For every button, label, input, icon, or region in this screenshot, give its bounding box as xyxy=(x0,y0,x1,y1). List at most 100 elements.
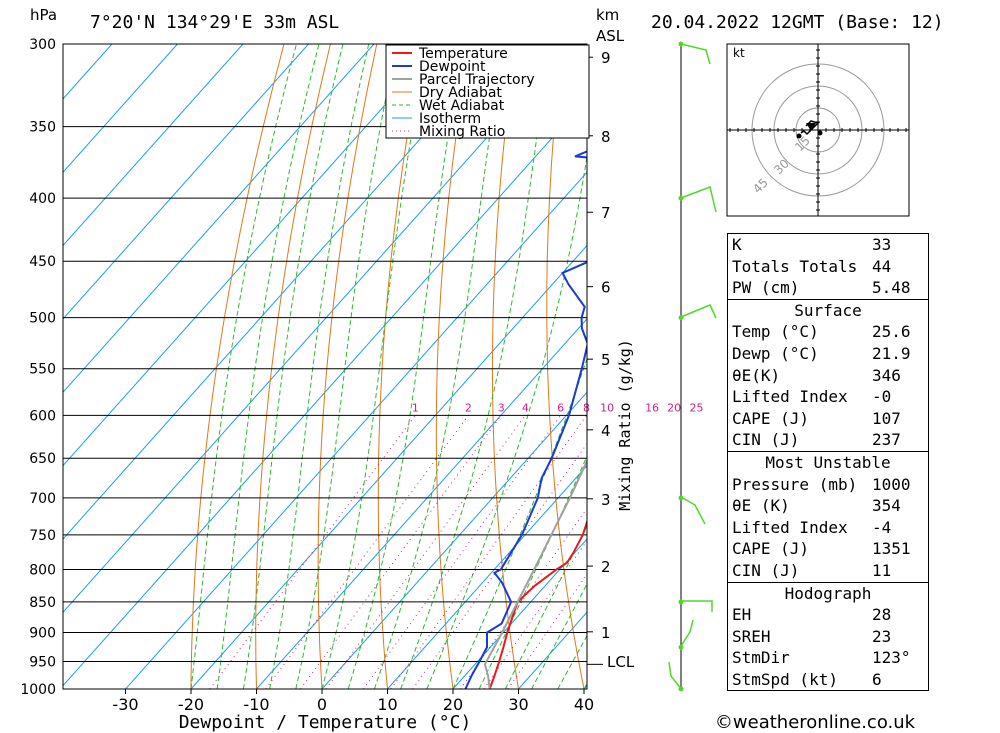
wind-barb xyxy=(680,304,717,319)
pw-row: PW (cm) 5.48 xyxy=(728,277,928,299)
dry-adiabat-line xyxy=(546,44,585,689)
most-unstable-title: Most Unstable xyxy=(765,452,891,472)
isobars xyxy=(63,43,587,690)
wind-barb xyxy=(681,600,713,612)
legend: Temperature Dewpoint Parcel Trajectory D… xyxy=(385,44,590,140)
k-index-value: 33 xyxy=(872,235,892,254)
plot-frame xyxy=(62,43,588,690)
wet-adiabat-line xyxy=(190,44,297,689)
mixing-ratio-line xyxy=(460,507,587,689)
surface-theta-label: θE(K) xyxy=(732,365,781,385)
isotherm-line xyxy=(63,44,571,614)
mixing-ratio-tick-label: 6 xyxy=(557,401,564,414)
mixing-ratio-tick-label: 4 xyxy=(522,401,529,414)
wind-barb xyxy=(680,185,717,213)
x-tick-label: 40 xyxy=(574,695,594,714)
pressure-tick-label: 650 xyxy=(29,451,56,467)
eh-row: EH 28 xyxy=(728,604,928,626)
dry-adiabat-line xyxy=(190,44,285,689)
mu-theta-value: 354 xyxy=(872,496,901,516)
eh-value: 28 xyxy=(872,605,892,625)
k-index-row: K 33 xyxy=(728,234,928,256)
wind-level-dot xyxy=(678,644,684,650)
hpa-label: hPa xyxy=(30,6,57,24)
isotherm-line xyxy=(256,318,587,689)
mu-cin-label: CIN (J) xyxy=(732,560,800,580)
mu-cin-row: CIN (J) 11 xyxy=(728,560,928,582)
mixing-ratio-line xyxy=(209,415,416,689)
mu-pressure-label: Pressure (mb) xyxy=(732,474,858,494)
km-tick-label: 3 xyxy=(601,491,611,509)
legend-dewpoint: Dewpoint xyxy=(419,59,486,75)
asl-label: ASL xyxy=(596,27,625,45)
dry-adiabat-line xyxy=(377,44,424,689)
profile-parcel-trajectory xyxy=(483,458,587,689)
totals-totals-row: Totals Totals 44 xyxy=(728,256,928,278)
wind-barb xyxy=(680,43,711,65)
wind-profile xyxy=(668,41,717,692)
km-tick-label: 2 xyxy=(601,558,611,576)
legend-dry-adiabat: Dry Adiabat xyxy=(419,85,502,101)
x-tick-label: 20 xyxy=(443,695,463,714)
pressure-tick-label: 700 xyxy=(29,491,56,507)
mixing-ratio-line xyxy=(412,442,587,689)
x-tick-label: 10 xyxy=(377,695,397,714)
sreh-label: SREH xyxy=(732,626,771,646)
surface-title: Surface xyxy=(794,300,862,320)
hodograph-point xyxy=(796,133,802,139)
hodograph-unit-label: kt xyxy=(733,46,745,60)
mixing-ratio-tick-label: 20 xyxy=(667,401,681,414)
pressure-tick-label: 800 xyxy=(29,562,56,578)
wet-adiabat-line xyxy=(426,153,587,689)
pressure-axis-ticks: 300 350 400 450 500 550 600 650 700 750 800 850 900 9… xyxy=(20,37,56,698)
surface-cape-row: CAPE (J) 107 xyxy=(728,408,928,430)
mu-cape-row: CAPE (J) 1351 xyxy=(728,538,928,560)
pressure-tick-label: 950 xyxy=(29,655,56,671)
pressure-tick-label: 850 xyxy=(29,595,56,611)
isotherm-line xyxy=(452,538,587,689)
wind-level-dot xyxy=(678,315,684,321)
datetime: 20.04.2022 12GMT (Base: 12) xyxy=(651,12,944,33)
isotherm-line xyxy=(63,44,178,173)
mu-cape-label: CAPE (J) xyxy=(732,539,810,559)
storm-motion-marker xyxy=(806,123,816,131)
mu-cape-value: 1351 xyxy=(872,539,911,559)
wet-adiabat-line xyxy=(504,524,587,689)
stmdir-value: 123° xyxy=(872,648,911,668)
totals-totals-label: Totals Totals xyxy=(732,256,858,276)
dry-adiabat-line xyxy=(255,44,331,689)
hodograph-point xyxy=(817,130,823,136)
mixing-ratio-tick-label: 10 xyxy=(600,401,614,414)
sreh-row: SREH 23 xyxy=(728,626,928,648)
wet-adiabat-line xyxy=(531,582,587,689)
wind-level-dot xyxy=(678,686,684,692)
mixing-ratio-tick-label: 2 xyxy=(465,401,472,414)
stmspd-label: StmSpd (kt) xyxy=(732,669,838,689)
pressure-tick-label: 750 xyxy=(29,528,56,544)
x-axis-label: Dewpoint / Temperature (°C) xyxy=(179,712,472,733)
x-tick-label: -10 xyxy=(243,695,269,714)
pressure-tick-label: 500 xyxy=(29,311,56,327)
k-index-label: K xyxy=(732,235,742,254)
wind-level-dot xyxy=(678,195,684,201)
stmspd-row: StmSpd (kt) 6 xyxy=(728,669,928,691)
km-label: km xyxy=(596,6,619,24)
mixing-ratio-tick-label: 1 xyxy=(412,401,419,414)
mixing-ratio-line xyxy=(325,415,526,689)
isotherm-line xyxy=(63,44,440,467)
isotherm-line xyxy=(125,171,587,689)
dry-adiabat-line xyxy=(934,44,1000,689)
km-tick-label: 6 xyxy=(601,279,611,297)
x-tick-label: 30 xyxy=(508,695,528,714)
mu-li-label: Lifted Index xyxy=(732,517,848,537)
surface-li-value: -0 xyxy=(872,387,892,407)
pressure-tick-label: 350 xyxy=(29,120,56,136)
x-tick-label: -30 xyxy=(112,695,138,714)
profile-lines xyxy=(464,150,587,689)
legend-temperature: Temperature xyxy=(418,46,508,62)
pressure-tick-label: 400 xyxy=(29,191,56,207)
mixing-ratio-line xyxy=(507,573,587,689)
surface-dewp-row: Dewp (°C) 21.9 xyxy=(728,343,928,365)
surface-temp-row: Temp (°C) 25.6 xyxy=(728,321,928,343)
